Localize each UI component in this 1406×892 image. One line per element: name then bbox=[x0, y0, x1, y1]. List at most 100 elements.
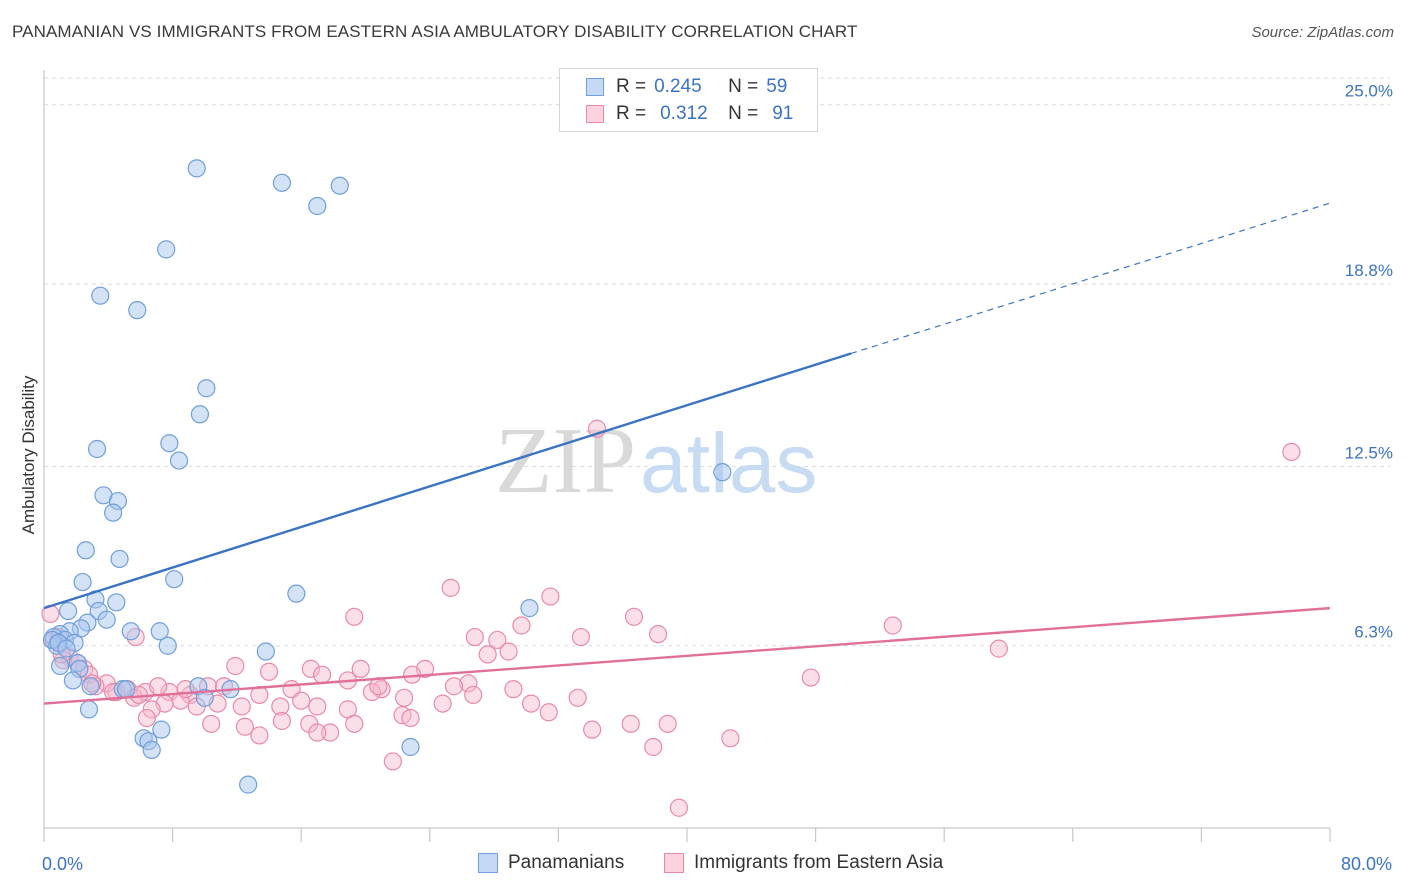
pink-point bbox=[499, 642, 518, 661]
chart-title: PANAMANIAN VS IMMIGRANTS FROM EASTERN AS… bbox=[12, 22, 858, 41]
pink-point bbox=[721, 729, 740, 748]
pink-point bbox=[271, 697, 290, 716]
blue-point bbox=[165, 570, 184, 589]
pink-point bbox=[292, 691, 311, 710]
legend-n-label: N = bbox=[728, 103, 759, 124]
watermark-zip: ZIP bbox=[495, 409, 636, 513]
pink-point bbox=[621, 714, 640, 733]
blue-point bbox=[107, 593, 126, 612]
pink-point bbox=[142, 700, 161, 719]
x-tick-label: 80.0% bbox=[1341, 854, 1392, 874]
legend-r-value: 0.312 bbox=[660, 103, 708, 124]
bottom-legend-label: Panamanians bbox=[508, 852, 625, 873]
blue-point bbox=[308, 196, 327, 216]
legend-r-label: R = bbox=[616, 76, 647, 97]
bottom-legend-eastern-asia: Immigrants from Eastern Asia bbox=[664, 852, 943, 874]
pink-point bbox=[478, 645, 497, 664]
blue-point bbox=[142, 740, 161, 759]
legend-swatch-pink bbox=[586, 105, 604, 123]
y-tick-label: 18.8% bbox=[1345, 261, 1393, 280]
pink-point bbox=[232, 697, 251, 716]
blue-point bbox=[401, 737, 420, 757]
blue-point bbox=[97, 610, 116, 629]
pink-point bbox=[669, 798, 689, 817]
blue-point bbox=[256, 642, 275, 661]
pink-point bbox=[383, 752, 402, 771]
pink-point bbox=[250, 726, 269, 745]
pink-point bbox=[312, 665, 332, 684]
bottom-legend: Panamanians Immigrants from Eastern Asia bbox=[0, 852, 1406, 878]
pink-point bbox=[394, 688, 414, 707]
y-axis-label: Ambulatory Disability bbox=[19, 375, 38, 534]
pink-point bbox=[441, 578, 460, 597]
pink-point bbox=[272, 711, 292, 731]
blue-point bbox=[197, 379, 216, 398]
bottom-legend-panamanians: Panamanians bbox=[478, 852, 624, 874]
y-tick-label: 25.0% bbox=[1345, 82, 1393, 101]
blue-point bbox=[158, 636, 177, 655]
pink-point bbox=[568, 688, 587, 707]
pink-point bbox=[648, 625, 668, 644]
pink-point bbox=[137, 708, 156, 728]
blue-point bbox=[190, 405, 210, 424]
blue-point bbox=[152, 720, 171, 739]
blue-point bbox=[121, 622, 140, 641]
pink-point bbox=[539, 703, 558, 722]
pink-point bbox=[308, 697, 327, 716]
blue-point bbox=[81, 677, 100, 696]
watermark: ZIP atlas bbox=[495, 409, 817, 513]
pink-point bbox=[1282, 442, 1301, 461]
legend-box: R = 0.245 N = 59 R = 0.312 N = 91 bbox=[559, 68, 818, 132]
blue-point bbox=[520, 599, 539, 618]
blue-point bbox=[239, 775, 258, 794]
gridlines bbox=[44, 77, 1390, 647]
blue-point bbox=[91, 286, 110, 305]
pink-point bbox=[301, 659, 320, 678]
pink-point bbox=[202, 714, 221, 733]
pink-trend-line bbox=[43, 606, 1331, 705]
pink-point bbox=[883, 616, 902, 635]
blue-point bbox=[73, 572, 92, 592]
pink-point bbox=[488, 630, 507, 650]
pink-point bbox=[464, 685, 483, 705]
legend-swatch-blue bbox=[586, 78, 604, 96]
axes bbox=[43, 70, 1331, 842]
blue-point bbox=[87, 439, 107, 459]
blue-point bbox=[713, 463, 732, 482]
pink-point bbox=[401, 708, 420, 728]
pink-point bbox=[235, 717, 255, 736]
y-tick-label: 6.3% bbox=[1354, 623, 1393, 642]
blue-point bbox=[128, 301, 147, 320]
legend-row-panamanians: R = 0.245 N = 59 bbox=[586, 75, 787, 99]
pink-point bbox=[465, 627, 484, 647]
bottom-legend-swatch-pink bbox=[664, 853, 684, 873]
source-label: Source: ZipAtlas.com bbox=[1251, 24, 1394, 41]
blue-point bbox=[195, 688, 214, 707]
pink-point bbox=[259, 662, 279, 681]
blue-trend-line bbox=[43, 352, 852, 610]
pink-point bbox=[644, 737, 663, 757]
pink-point bbox=[521, 694, 541, 713]
pink-point bbox=[226, 656, 245, 676]
legend-n-value: 91 bbox=[772, 103, 794, 124]
legend-n-label: N = bbox=[728, 76, 759, 97]
blue-point bbox=[50, 656, 70, 676]
watermark-atlas: atlas bbox=[640, 416, 817, 510]
legend-n-value: 59 bbox=[766, 76, 788, 97]
blue-point bbox=[330, 176, 349, 195]
blue-point bbox=[187, 159, 206, 178]
blue-trend-extension bbox=[850, 202, 1331, 355]
blue-point bbox=[63, 671, 83, 690]
x-tick-label: 0.0% bbox=[42, 854, 83, 874]
pink-point bbox=[308, 723, 327, 742]
blue-point bbox=[57, 639, 76, 658]
pink-point bbox=[444, 677, 464, 696]
pink-point bbox=[504, 680, 523, 699]
legend-r-label: R = bbox=[616, 103, 647, 124]
pink-point bbox=[351, 659, 370, 678]
legend-row-eastern-asia: R = 0.312 N = 91 bbox=[586, 102, 793, 126]
pink-point bbox=[658, 714, 677, 733]
blue-point bbox=[169, 451, 189, 470]
blue-point bbox=[272, 173, 292, 192]
